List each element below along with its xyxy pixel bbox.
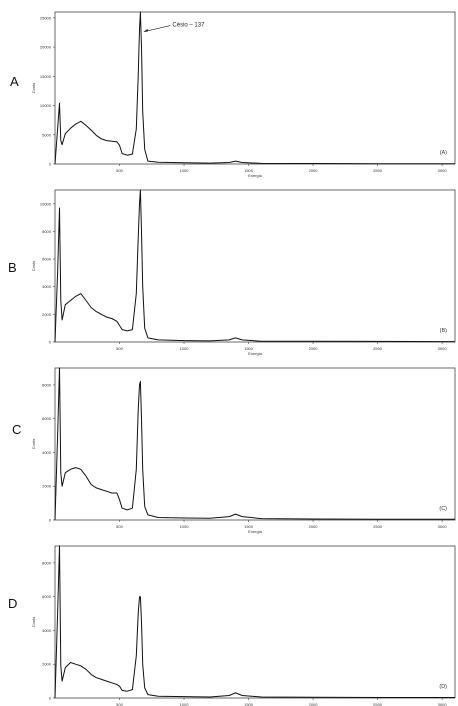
y-tick-label: 2000 [42, 662, 52, 667]
y-axis-label: Conts [31, 617, 36, 627]
x-tick-label: 2000 [309, 346, 319, 351]
x-tick-label: 500 [116, 168, 123, 173]
x-tick-label: 500 [116, 346, 123, 351]
panel-a: A Conts 0 5000 10000 15000 20000 25000 500 1000 15… [10, 11, 456, 178]
x-tick-label: 500 [116, 524, 123, 529]
spectrum-line [54, 11, 455, 165]
y-axis-label: Conts [31, 83, 36, 93]
y-axis-label: Conts [31, 439, 36, 449]
x-axis-label: Energia [248, 351, 263, 356]
panel-label: A [10, 74, 19, 89]
plot-frame [54, 367, 456, 521]
x-tick-label: 1500 [244, 346, 254, 351]
panel-label: C [12, 422, 21, 437]
x-tick-label: 2000 [309, 168, 319, 173]
x-tick-label: 2500 [373, 168, 383, 173]
y-tick-label: 10000 [40, 103, 52, 108]
annotation-arrowhead [143, 28, 149, 33]
x-tick-label: 2500 [373, 346, 383, 351]
x-tick-label: 3000 [438, 346, 448, 351]
y-tick-label: 10000 [40, 201, 52, 206]
x-tick-label: 1500 [244, 702, 254, 706]
x-tick-label: 500 [116, 702, 123, 706]
panel-c: C Conts 0 2000 4000 6000 8000 500 1000 1500 2000 25… [12, 367, 456, 534]
y-tick-label: 4000 [42, 628, 52, 633]
plot-frame [54, 11, 456, 165]
annotation-arrow [144, 25, 171, 32]
x-tick-label: 1000 [180, 702, 190, 706]
x-axis-label: Energia [248, 529, 263, 534]
y-tick-label: 6000 [42, 594, 52, 599]
x-tick-label: 2000 [309, 702, 319, 706]
corner-label: (A) [440, 150, 448, 156]
y-tick-label: 4000 [42, 450, 52, 455]
plot-frame [54, 189, 456, 343]
y-tick-label: 2000 [42, 484, 52, 489]
x-tick-label: 2000 [309, 524, 319, 529]
panel-label: B [8, 260, 17, 275]
y-tick-label: 8000 [42, 229, 52, 234]
x-tick-label: 1500 [244, 168, 254, 173]
panel-label: D [8, 596, 17, 611]
y-tick-label: 20000 [40, 45, 52, 50]
x-tick-label: 3000 [438, 524, 448, 529]
y-tick-label: 5000 [42, 132, 52, 137]
plot-frame [54, 545, 456, 699]
x-tick-label: 1000 [180, 346, 190, 351]
y-tick-label: 0 [49, 696, 52, 701]
y-tick-label: 25000 [40, 15, 52, 20]
y-tick-label: 15000 [40, 74, 52, 79]
corner-label: (C) [439, 506, 447, 512]
y-tick-label: 4000 [42, 284, 52, 289]
y-tick-label: 0 [49, 162, 52, 167]
panel-d: D Conts 0 2000 4000 6000 8000 500 1000 1500 2000 25… [8, 545, 456, 706]
x-tick-label: 3000 [438, 168, 448, 173]
corner-label: (D) [439, 684, 447, 690]
spectrum-line [54, 545, 455, 699]
x-tick-label: 1000 [180, 524, 190, 529]
spectrum-line [54, 189, 455, 343]
y-tick-label: 2000 [42, 312, 52, 317]
x-tick-label: 1500 [244, 524, 254, 529]
x-tick-label: 3000 [438, 702, 448, 706]
y-tick-label: 0 [49, 340, 52, 345]
spectrum-line [54, 367, 455, 521]
x-tick-label: 1000 [180, 168, 190, 173]
y-tick-label: 8000 [42, 382, 52, 387]
x-axis-label: Energia [248, 173, 263, 178]
x-tick-label: 2500 [373, 524, 383, 529]
corner-label: (B) [440, 328, 448, 334]
x-tick-label: 2500 [373, 702, 383, 706]
y-axis-label: Conts [31, 261, 36, 271]
annotation-label: Césio – 137 [172, 23, 205, 29]
y-tick-label: 6000 [42, 416, 52, 421]
panel-b: B Conts 0 2000 4000 6000 8000 10000 500 1000 1500 2… [8, 189, 456, 356]
y-tick-label: 0 [49, 518, 52, 523]
y-tick-label: 6000 [42, 257, 52, 262]
y-tick-label: 8000 [42, 560, 52, 565]
